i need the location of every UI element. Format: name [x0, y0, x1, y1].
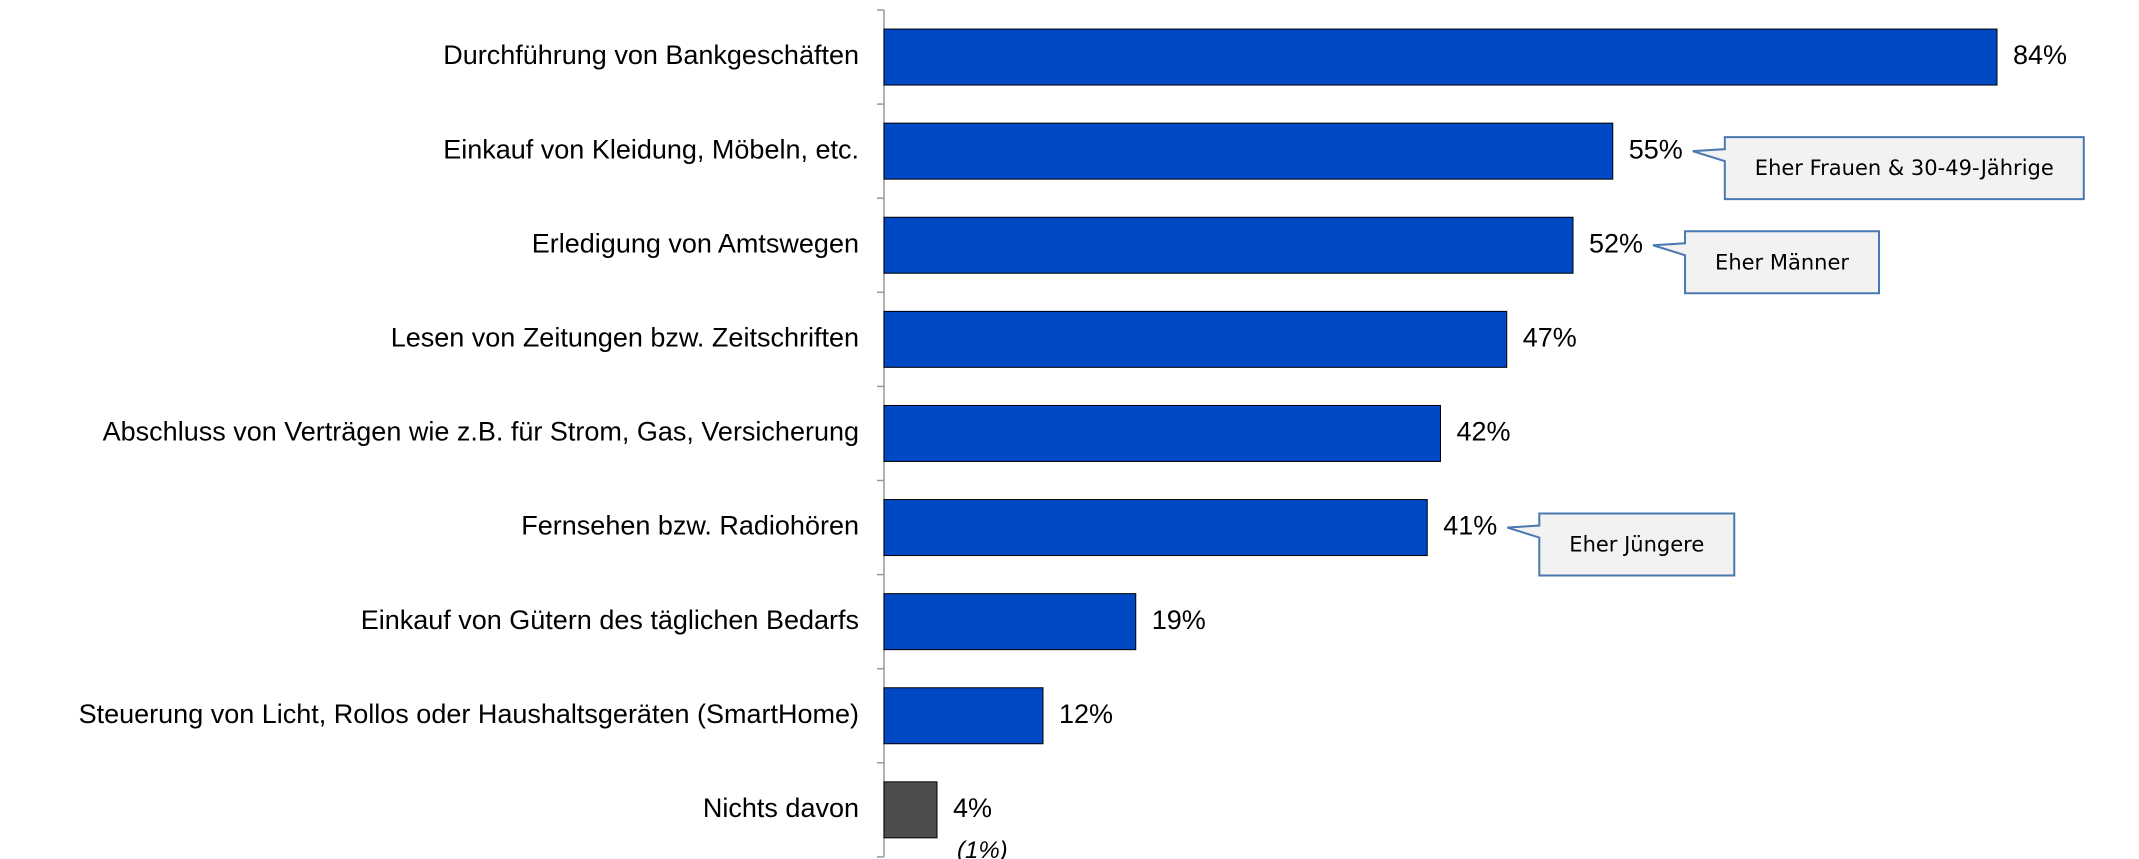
- category-label: Durchführung von Bankgeschäften: [443, 40, 859, 70]
- bar: [883, 781, 938, 839]
- category-label: Fernsehen bzw. Radiohören: [521, 511, 859, 541]
- value-label: 41%: [1443, 511, 1497, 541]
- category-label: Einkauf von Kleidung, Möbeln, etc.: [443, 134, 859, 164]
- callout-text: Eher Frauen & 30-49-Jährige: [1755, 156, 2054, 180]
- bar: [883, 687, 1044, 745]
- value-label: 12%: [1059, 699, 1113, 729]
- bar: [883, 404, 1441, 462]
- value-label: 4%: [953, 793, 992, 823]
- callout-text: Eher Jüngere: [1569, 533, 1704, 557]
- callout-box: [1652, 230, 1881, 295]
- category-label: Einkauf von Gütern des täglichen Bedarfs: [361, 605, 859, 635]
- value-label: 55%: [1629, 134, 1683, 164]
- value-label: 42%: [1457, 417, 1511, 447]
- bar: [883, 310, 1508, 368]
- callout-text: Eher Männer: [1715, 250, 1849, 274]
- callout-box: [1692, 136, 2085, 201]
- bar: [883, 216, 1574, 274]
- value-label: 47%: [1523, 322, 1577, 352]
- category-label: Steuerung von Licht, Rollos oder Haushal…: [79, 699, 859, 729]
- category-label: Abschluss von Verträgen wie z.B. für Str…: [103, 417, 859, 447]
- value-label: 84%: [2013, 40, 2067, 70]
- bar: [883, 499, 1428, 557]
- category-label: Erledigung von Amtswegen: [532, 228, 859, 258]
- category-label: Nichts davon: [703, 793, 859, 823]
- callout-box: [1507, 512, 1736, 577]
- sub-label: (1%): [957, 837, 1008, 859]
- bar: [883, 122, 1614, 180]
- value-label: 52%: [1589, 228, 1643, 258]
- value-label: 19%: [1152, 605, 1206, 635]
- category-label: Lesen von Zeitungen bzw. Zeitschriften: [391, 322, 859, 352]
- bar: [883, 28, 1998, 86]
- bar: [883, 593, 1137, 651]
